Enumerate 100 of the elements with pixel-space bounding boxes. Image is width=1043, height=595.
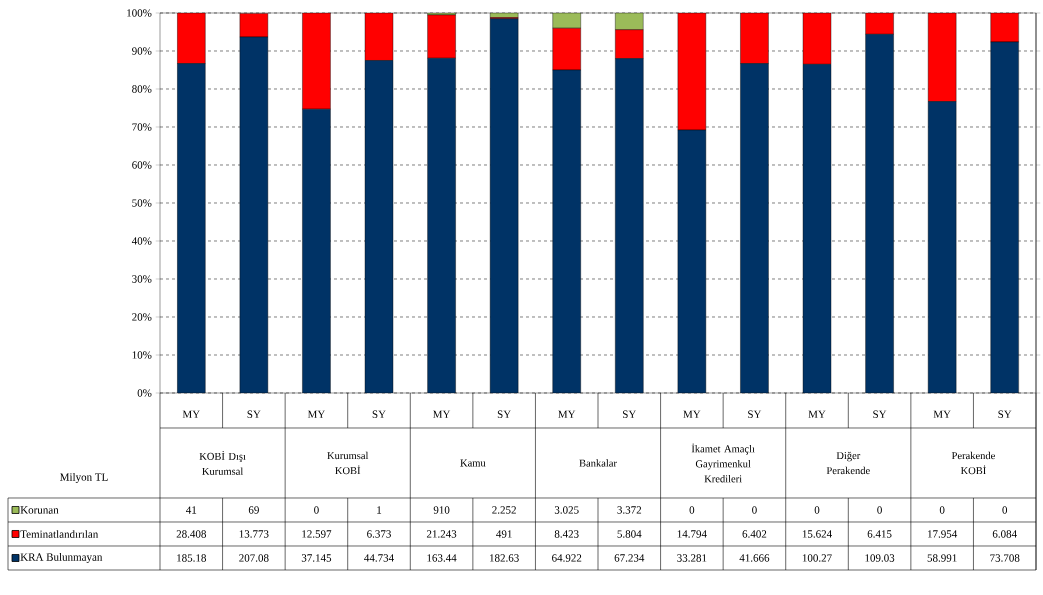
text: 3.025: [554, 506, 579, 514]
text: 0: [1002, 506, 1008, 514]
text: Kurumsal KOBİ: [327, 451, 369, 475]
text: 185.18: [177, 554, 206, 562]
text: Milyon TL: [60, 473, 108, 483]
text: 41: [186, 506, 197, 514]
text: Diğer Perakende: [826, 451, 870, 475]
text: Perakende KOBİ: [951, 451, 995, 475]
y-tick-label: 60%: [132, 161, 152, 169]
bar: [489, 18, 519, 393]
text: 6.402: [742, 530, 767, 538]
text: 491: [496, 530, 512, 538]
text: 3.372: [617, 506, 642, 514]
bar: [302, 13, 331, 110]
text: Kamu: [460, 459, 486, 467]
text: 58.991: [927, 554, 957, 562]
y-tick-label: 10%: [132, 351, 152, 359]
text: 1: [377, 506, 382, 514]
text: 21.243: [426, 530, 457, 538]
bar: [302, 108, 331, 393]
bar: [990, 13, 1019, 43]
bar: [677, 129, 707, 393]
text: 0: [814, 506, 820, 514]
bar: [740, 13, 769, 64]
text: 41.666: [739, 554, 770, 562]
bar: [364, 13, 394, 61]
y-tick-label: 40%: [131, 237, 152, 245]
y-tick-label: 80%: [132, 85, 152, 93]
text: 0: [939, 506, 945, 514]
bar: [239, 36, 269, 393]
bar: [615, 29, 644, 59]
text: 14.794: [677, 530, 707, 538]
text: 5.804: [617, 530, 642, 538]
x-tick-label: SY: [748, 410, 762, 418]
text: 33.281: [677, 554, 707, 562]
text: 13.773: [239, 530, 269, 538]
text: 17.954: [928, 530, 958, 538]
text: İkamet Amaçlı Gayrimenkul Kredileri: [691, 443, 755, 483]
x-tick-label: MY: [307, 410, 326, 418]
text: 0: [752, 506, 757, 514]
x-tick-label: SY: [247, 410, 261, 418]
x-tick-label: MY: [683, 410, 701, 418]
bar: [177, 13, 206, 64]
text: 182.63: [490, 554, 519, 562]
bar: [177, 63, 206, 393]
text: 64.922: [552, 554, 582, 562]
bar: [740, 63, 769, 393]
y-tick-label: 70%: [132, 123, 152, 131]
y-tick-label: 50%: [132, 199, 152, 207]
bar: [427, 58, 456, 393]
text: 8.423: [554, 530, 579, 538]
text: 0: [877, 506, 882, 514]
bar: [927, 13, 957, 102]
text: 6.084: [992, 530, 1017, 538]
text: 100.27: [802, 554, 832, 562]
text: 0: [314, 506, 319, 514]
text: 0: [689, 506, 695, 514]
bar: [802, 64, 832, 393]
bar: [927, 101, 957, 393]
bar: [865, 13, 894, 35]
x-tick-label: MY: [933, 410, 951, 418]
text: 73.708: [990, 554, 1020, 562]
x-tick-label: MY: [433, 410, 451, 418]
legend-label: Teminatlandırılan: [20, 530, 99, 538]
x-tick-label: SY: [372, 410, 386, 418]
bar: [802, 13, 832, 65]
x-tick-label: SY: [497, 410, 511, 418]
text: Bankalar: [579, 459, 617, 467]
legend-label: KRA Bulunmayan: [20, 553, 103, 563]
bar: [364, 60, 394, 393]
y-tick-label: 90%: [132, 47, 152, 55]
bar: [865, 34, 894, 393]
bar: [552, 69, 581, 393]
text: 37.145: [301, 554, 332, 562]
y-tick-label: 100%: [127, 9, 152, 17]
text: 109.03: [865, 554, 895, 562]
y-tick-label: 20%: [132, 313, 152, 321]
text: 44.734: [364, 554, 394, 562]
text: 69: [248, 506, 259, 514]
text: 910: [433, 506, 450, 514]
bar: [677, 13, 707, 131]
legend-label: Korunan: [20, 506, 59, 514]
text: 28.408: [176, 530, 206, 538]
text: 163.44: [427, 554, 457, 562]
text: 12.597: [302, 530, 332, 538]
x-tick-label: MY: [182, 410, 200, 418]
bar: [552, 28, 581, 71]
y-tick-label: 0%: [137, 389, 152, 397]
x-tick-label: MY: [558, 410, 576, 418]
text: KOBİ Dışı Kurumsal: [199, 451, 246, 475]
y-tick-label: 30%: [132, 275, 152, 283]
bar: [990, 41, 1019, 393]
x-tick-label: SY: [623, 410, 637, 418]
x-tick-label: MY: [808, 410, 826, 418]
x-tick-label: SY: [998, 410, 1012, 418]
bar: [615, 58, 644, 393]
text: 67.234: [614, 554, 645, 562]
text: 207.08: [239, 554, 269, 562]
text: 6.373: [367, 530, 391, 538]
bar: [427, 14, 456, 59]
